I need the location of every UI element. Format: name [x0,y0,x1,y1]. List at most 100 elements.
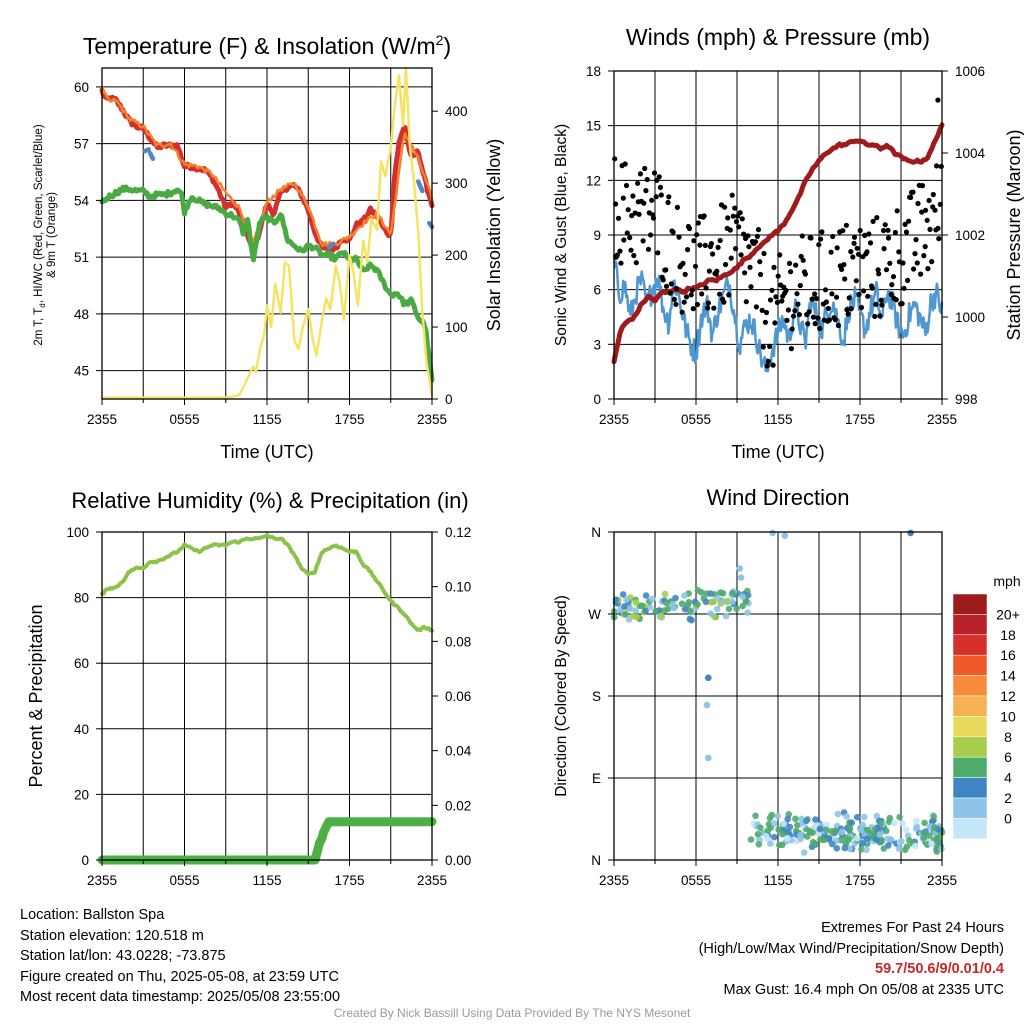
colorbar-swatch [952,614,988,636]
gust-point [651,170,658,176]
y-tick-label-right: 0.06 [445,689,471,704]
gust-point [777,252,783,258]
gust-point [783,287,789,294]
gust-point [705,300,712,306]
gust-point [919,183,926,189]
gust-point [738,252,744,258]
direction-point [928,840,935,848]
direction-point [838,828,846,836]
x-tick-label: 2355 [599,873,629,888]
y-tick-label: 9 [593,228,601,243]
colorbar-title: mph [993,573,1020,589]
chart-panel-3: 2355 0555 1155 1755 2355 0 20 40 60 80 100 0.00 0.02… [26,488,472,888]
gust-point [792,308,798,314]
gust-point [802,271,809,277]
direction-point [907,529,914,537]
direction-point [816,825,824,833]
gust-point [882,222,888,228]
direction-point [747,836,755,843]
gust-point [865,293,871,299]
gust-point [721,299,727,305]
direction-point [722,612,730,620]
gust-point [769,287,775,293]
gust-point [694,301,701,308]
gust-point [927,226,933,232]
direction-point [853,835,861,842]
y-tick-label-right: 0.00 [445,853,471,868]
gust-point [902,221,908,227]
y-tick-label-right: 1002 [955,228,985,243]
direction-point [642,607,649,615]
gust-point [808,235,814,241]
colorbar-swatch [952,797,988,819]
gust-point [850,254,856,260]
direction-point [921,819,928,827]
colorbar-label: 6 [1004,749,1012,765]
created-text: Figure created on Thu, 2025-05-08, at 23… [20,968,339,985]
gust-point [686,225,693,232]
x-tick-label: 2355 [599,412,629,427]
y-tick-label: N [591,853,601,868]
direction-point [817,836,824,843]
gust-point [663,283,670,289]
gust-point [673,301,679,307]
gust-point [809,296,815,302]
direction-point [757,824,764,832]
gust-point [883,267,890,273]
gust-point [851,240,857,246]
gust-point [663,267,669,273]
y-axis-label-line2: & 9m T (Orange) [46,192,58,278]
y-axis-label-right: Solar Insolation (Yellow) [484,139,504,331]
direction-point [920,829,928,837]
gust-point [885,227,891,233]
direction-point [784,815,791,823]
chart-title: Winds (mph) & Pressure (mb) [626,24,930,50]
y-tick-label-right: 1004 [955,146,986,161]
gust-point [683,294,690,300]
gust-point [615,215,622,221]
chart-panel-2: 2355 0555 1155 1755 2355 0 3 6 9 12 15 18 998 1000 100… [553,24,1024,462]
gust-point [765,358,772,364]
gust-point [881,246,887,252]
gust-point [921,253,927,259]
direction-point [622,611,629,618]
gust-point [870,218,876,224]
direction-point [902,826,910,833]
gust-point [743,299,749,305]
gust-point [813,296,820,302]
gust-point [717,237,723,244]
x-tick-label: 0555 [681,412,711,427]
gust-point [708,241,715,247]
gust-point [618,260,624,266]
gust-point [908,194,914,200]
direction-point [877,820,884,827]
direction-point [857,826,864,833]
direction-point [899,820,906,827]
y-tick-label-right: 1006 [955,64,985,79]
y-tick-label: 48 [74,307,89,322]
gust-point [893,297,899,303]
gust-point [890,274,897,280]
series-heat-index-wind-chill [142,147,151,154]
direction-point [728,598,736,605]
direction-point [769,529,776,537]
gust-point [759,307,765,313]
direction-point [895,845,903,853]
gust-point [806,309,812,315]
gust-point-max [935,97,941,103]
gust-point [822,287,829,293]
gust-point [617,248,623,254]
y-tick-label: 57 [74,137,89,152]
gust-point [635,180,641,186]
direction-point [685,598,693,606]
direction-point [703,701,711,709]
direction-point [663,599,670,607]
colorbar-label: 10 [1000,708,1016,724]
chart-panel-1: 2355 0555 1155 1755 2355 45 48 51 54 57 60 0 100 200 3… [33,32,504,462]
gust-point [935,225,941,231]
direction-point [768,811,775,819]
y-tick-label-right: 0.10 [445,580,471,595]
gust-point [737,210,743,216]
gust-point [612,156,618,162]
extremes-values: 59.7/50.6/9/0.01/0.4 [875,961,1004,977]
